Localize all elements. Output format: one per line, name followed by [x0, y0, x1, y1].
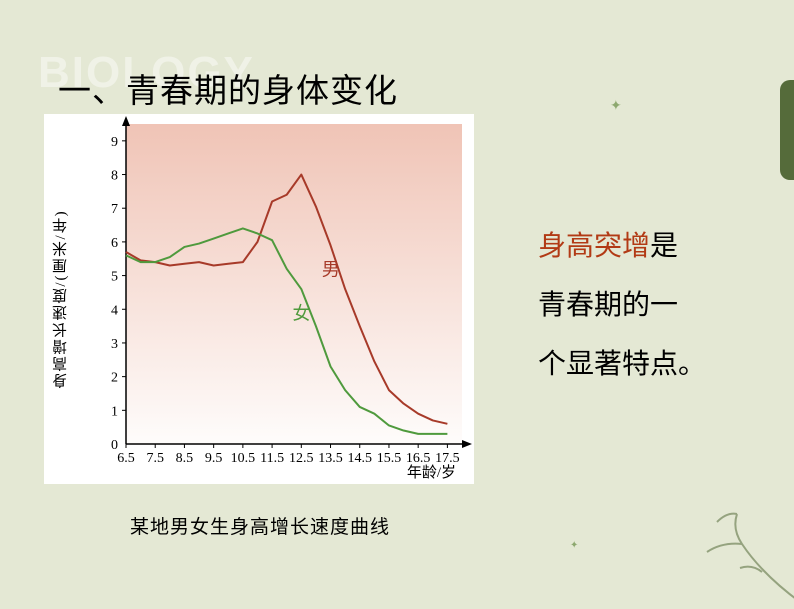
- svg-text:6: 6: [111, 236, 118, 251]
- side-text-part: 青春期的一: [538, 290, 678, 321]
- svg-text:3: 3: [111, 337, 118, 352]
- svg-text:8.5: 8.5: [176, 451, 194, 466]
- svg-text:15.5: 15.5: [377, 451, 402, 466]
- branch-decoration: [780, 80, 794, 180]
- svg-text:11.5: 11.5: [260, 451, 284, 466]
- svg-text:16.5: 16.5: [406, 451, 431, 466]
- svg-text:6.5: 6.5: [117, 451, 135, 466]
- svg-text:7: 7: [111, 202, 118, 217]
- svg-text:7.5: 7.5: [146, 451, 164, 466]
- svg-text:10.5: 10.5: [231, 451, 256, 466]
- svg-text:12.5: 12.5: [289, 451, 314, 466]
- slide-title: 一、青春期的身体变化: [58, 64, 398, 112]
- svg-text:9.5: 9.5: [205, 451, 223, 466]
- star-icon: ✦: [610, 98, 622, 115]
- side-text-part: 个显著特点。: [538, 349, 706, 380]
- svg-text:5: 5: [111, 270, 118, 285]
- svg-text:14.5: 14.5: [347, 451, 372, 466]
- svg-text:17.5: 17.5: [435, 451, 460, 466]
- svg-text:女: 女: [293, 303, 311, 323]
- svg-text:8: 8: [111, 169, 118, 184]
- branch-decoration: [682, 484, 794, 604]
- chart-container: 身高增长速度/(厘米/年) 年龄/岁 01234567896.57.58.59.…: [44, 114, 474, 484]
- svg-text:2: 2: [111, 371, 118, 386]
- svg-text:13.5: 13.5: [318, 451, 343, 466]
- emphasis-text: 身高突增: [538, 231, 650, 262]
- svg-text:9: 9: [111, 135, 118, 150]
- star-icon: ✦: [570, 540, 578, 551]
- side-text: 身高突增是 青春期的一 个显著特点。: [538, 218, 758, 394]
- chart-caption: 某地男女生身高增长速度曲线: [130, 512, 390, 539]
- side-text-part: 是: [650, 231, 678, 262]
- svg-text:1: 1: [111, 404, 118, 419]
- svg-text:男: 男: [322, 260, 340, 280]
- svg-text:4: 4: [111, 303, 118, 318]
- line-chart: 01234567896.57.58.59.510.511.512.513.514…: [44, 114, 474, 484]
